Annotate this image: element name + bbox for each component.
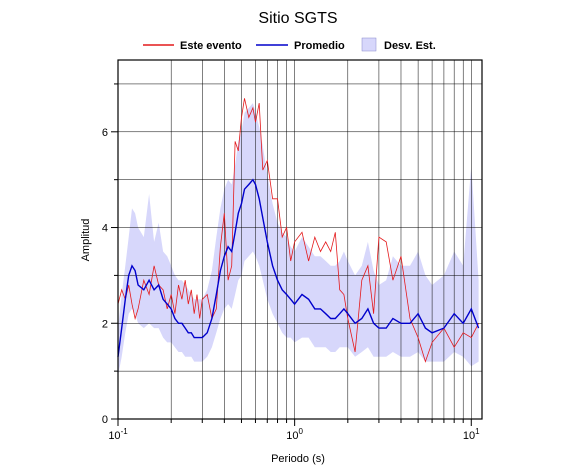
y-axis-label: Amplitud	[80, 219, 92, 262]
legend: Este evento Promedio Desv. Est.	[143, 37, 436, 52]
legend-swatch-std	[361, 37, 377, 52]
axis-ticks: 0 2 4 6 10-1 100 101	[102, 83, 480, 442]
x-tick-label: 10-1	[108, 427, 128, 442]
x-axis-label: Periodo (s)	[271, 453, 325, 465]
x-tick-label: 101	[463, 427, 480, 442]
legend-label-event: Este evento	[180, 40, 242, 52]
y-tick-label: 2	[102, 318, 108, 330]
y-tick-label: 4	[102, 223, 108, 235]
plot-frame	[117, 59, 483, 420]
series-line-event	[117, 98, 479, 363]
grid	[117, 60, 482, 420]
std-band	[118, 103, 479, 376]
y-tick-label: 0	[102, 414, 108, 426]
x-tick-label: 100	[286, 427, 303, 442]
legend-label-std: Desv. Est.	[384, 40, 436, 52]
series-line-mean	[117, 178, 480, 357]
legend-label-mean: Promedio	[294, 40, 345, 52]
chart-title: Sitio SGTS	[258, 10, 337, 27]
y-tick-label: 6	[102, 127, 108, 139]
